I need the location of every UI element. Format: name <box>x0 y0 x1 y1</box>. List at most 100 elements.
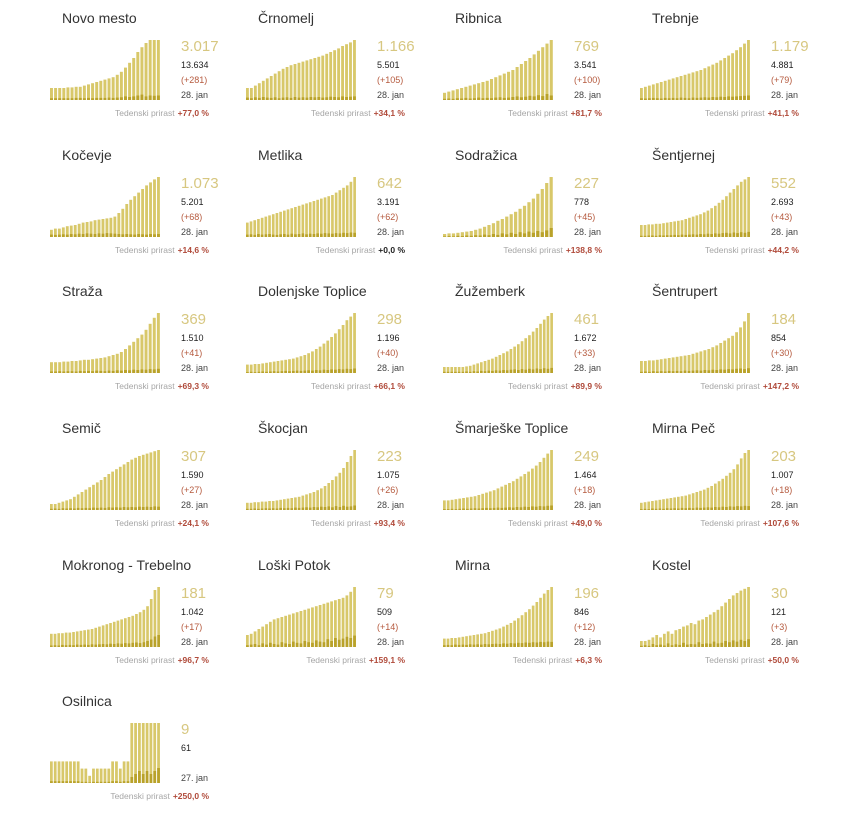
active-cases-bar <box>54 362 58 373</box>
weekly-growth-value: +77,0 % <box>177 108 209 118</box>
new-cases-bar <box>294 234 297 237</box>
active-cases-bar <box>715 62 719 100</box>
active-cases-bar <box>264 501 268 510</box>
sparkline-chart <box>640 450 750 510</box>
new-cases-bar <box>489 98 494 100</box>
active-cases-bar <box>695 215 699 237</box>
active-cases-value: 3.017 <box>181 38 219 55</box>
new-cases-bar <box>246 97 249 100</box>
new-cases-bar <box>280 642 284 647</box>
new-cases-bar <box>85 233 89 237</box>
weekly-growth: Tedenski prirast +6,3 % <box>513 655 602 665</box>
active-cases-bar <box>675 77 679 100</box>
new-cases-bar <box>502 370 505 373</box>
new-cases-bar <box>487 644 491 647</box>
new-cases-bar <box>325 97 329 100</box>
active-cases-bar <box>128 345 132 373</box>
new-cases-bar <box>680 234 684 237</box>
active-cases-bar <box>257 364 261 373</box>
active-cases-bar <box>322 343 326 373</box>
new-cases-bar <box>345 506 349 510</box>
new-cases-bar <box>528 95 532 100</box>
active-cases-bar <box>674 630 678 647</box>
weekly-growth: Tedenski prirast +44,2 % <box>705 245 799 255</box>
active-cases-bar <box>505 624 509 647</box>
new-cases-bar <box>61 508 65 510</box>
active-cases-bar <box>112 621 116 647</box>
active-cases-bar <box>79 630 83 647</box>
new-cases-bar <box>443 371 446 373</box>
new-cases-bar <box>66 371 70 373</box>
active-cases-bar <box>714 483 717 510</box>
active-cases-bar <box>483 633 487 647</box>
new-cases-bar <box>81 234 85 237</box>
total-cases-value: 4.881 <box>771 60 794 70</box>
active-cases-bar <box>345 462 349 510</box>
active-cases-bar <box>122 761 126 783</box>
new-cases-bar <box>494 370 498 373</box>
active-cases-bar <box>454 638 457 647</box>
new-cases-bar <box>522 233 527 237</box>
active-cases-bar <box>687 355 691 373</box>
active-cases-value: 184 <box>771 311 797 328</box>
active-cases-bar <box>480 362 483 373</box>
active-cases-bar <box>353 40 356 100</box>
new-cases-bar <box>124 643 127 647</box>
new-cases-bar <box>515 507 519 510</box>
weekly-growth-label: Tedenski prirast <box>508 381 568 391</box>
new-cases-bar <box>473 508 477 510</box>
active-cases-bar <box>732 469 736 510</box>
new-cases-bar <box>128 97 132 100</box>
active-cases-bar <box>643 641 647 647</box>
new-cases-bar <box>712 641 716 647</box>
municipality-name: Novo mesto <box>62 10 137 26</box>
daily-change-value: (+18) <box>771 485 793 495</box>
new-cases-bar <box>279 234 282 237</box>
active-cases-bar <box>317 56 321 100</box>
new-cases-bar <box>546 505 550 510</box>
active-cases-bar <box>316 199 319 237</box>
date-label: 28. jan <box>771 637 799 647</box>
active-cases-bar <box>303 609 307 647</box>
new-cases-bar <box>550 367 553 373</box>
active-cases-bar <box>78 86 82 100</box>
active-cases-bar <box>124 349 127 373</box>
active-cases-bar <box>98 626 101 647</box>
new-cases-bar <box>103 371 107 373</box>
active-cases-bar <box>314 349 318 373</box>
new-cases-bar <box>64 645 68 647</box>
active-cases-bar <box>305 60 309 100</box>
new-cases-bar <box>531 506 534 510</box>
new-cases-bar <box>677 235 680 237</box>
active-cases-bar <box>706 487 710 510</box>
new-cases-bar <box>257 97 261 100</box>
active-cases-bar <box>326 340 330 373</box>
sparkline-chart <box>443 450 553 510</box>
active-cases-bar <box>666 631 670 647</box>
active-cases-bar <box>720 606 724 647</box>
active-cases-bar <box>312 492 316 510</box>
new-cases-bar <box>269 97 273 100</box>
new-cases-bar <box>655 98 659 100</box>
new-cases-bar <box>706 233 710 237</box>
total-cases-value: 1.007 <box>771 470 794 480</box>
active-cases-bar <box>640 225 643 237</box>
new-cases-bar <box>450 645 454 647</box>
new-cases-bar <box>545 94 549 100</box>
sparkline-chart <box>50 313 160 373</box>
active-cases-bar <box>246 502 249 510</box>
new-cases-bar <box>514 234 518 237</box>
new-cases-bar <box>496 507 500 510</box>
active-cases-value: 79 <box>377 585 394 602</box>
active-cases-bar <box>265 362 268 373</box>
new-cases-bar <box>61 234 65 237</box>
new-cases-bar <box>651 371 655 373</box>
new-cases-bar <box>651 235 654 237</box>
active-cases-bar <box>58 362 62 373</box>
new-cases-bar <box>342 232 345 237</box>
active-cases-bar <box>640 641 643 647</box>
new-cases-bar <box>303 641 307 647</box>
new-cases-bar <box>655 645 659 647</box>
new-cases-bar <box>725 507 728 510</box>
new-cases-bar <box>739 368 742 373</box>
